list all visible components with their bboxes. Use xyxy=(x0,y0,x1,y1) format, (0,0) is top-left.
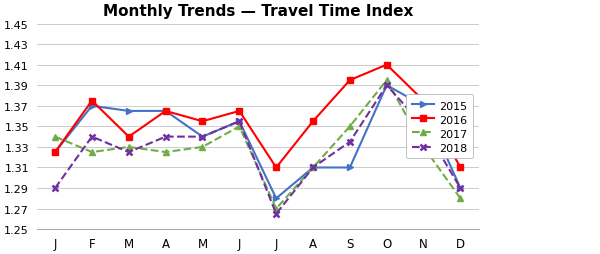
2018 xyxy=(236,120,243,123)
Line: 2017: 2017 xyxy=(52,78,463,212)
2018 xyxy=(420,125,427,128)
2016 xyxy=(383,64,391,67)
2018 xyxy=(162,136,169,139)
2015 xyxy=(420,105,427,108)
2015 xyxy=(457,187,464,190)
2016 xyxy=(125,136,133,139)
2018 xyxy=(310,166,317,169)
2017 xyxy=(236,125,243,128)
2016 xyxy=(52,151,59,154)
2015 xyxy=(88,105,95,108)
2016 xyxy=(346,79,353,82)
Legend: 2015, 2016, 2017, 2018: 2015, 2016, 2017, 2018 xyxy=(406,95,473,159)
2015 xyxy=(199,136,206,139)
2015 xyxy=(272,197,280,200)
2018 xyxy=(88,136,95,139)
2015 xyxy=(383,84,391,87)
Line: 2018: 2018 xyxy=(52,82,464,217)
2016 xyxy=(310,120,317,123)
2017 xyxy=(457,197,464,200)
2016 xyxy=(199,120,206,123)
Line: 2015: 2015 xyxy=(52,83,463,201)
2015 xyxy=(125,110,133,113)
2016 xyxy=(162,110,169,113)
2018 xyxy=(383,84,391,87)
2017 xyxy=(272,207,280,210)
2018 xyxy=(125,151,133,154)
2017 xyxy=(420,146,427,149)
2018 xyxy=(346,141,353,144)
2017 xyxy=(310,166,317,169)
2018 xyxy=(199,136,206,139)
2015 xyxy=(310,166,317,169)
2017 xyxy=(88,151,95,154)
2018 xyxy=(457,187,464,190)
2016 xyxy=(420,100,427,103)
2015 xyxy=(52,151,59,154)
2015 xyxy=(236,120,243,123)
2018 xyxy=(272,212,280,215)
2015 xyxy=(346,166,353,169)
2017 xyxy=(383,79,391,82)
2016 xyxy=(236,110,243,113)
2017 xyxy=(125,146,133,149)
2017 xyxy=(199,146,206,149)
2016 xyxy=(457,166,464,169)
2017 xyxy=(162,151,169,154)
2016 xyxy=(88,100,95,103)
Title: Monthly Trends — Travel Time Index: Monthly Trends — Travel Time Index xyxy=(103,4,413,19)
Line: 2016: 2016 xyxy=(52,63,463,171)
2015 xyxy=(162,110,169,113)
2018 xyxy=(52,187,59,190)
2017 xyxy=(52,136,59,139)
2016 xyxy=(272,166,280,169)
2017 xyxy=(346,125,353,128)
